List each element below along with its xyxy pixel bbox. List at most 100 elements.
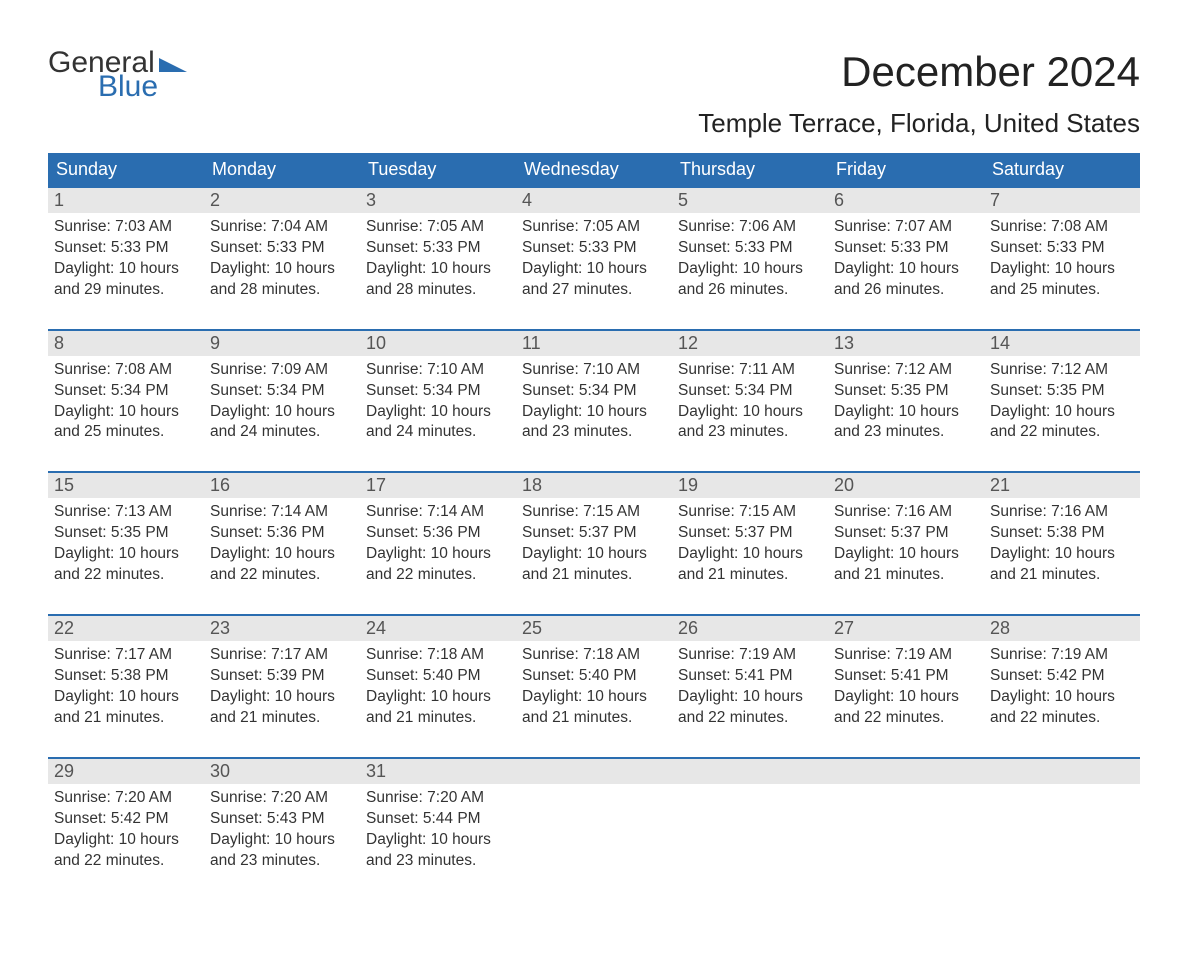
calendar-day-cell: 16 Sunrise: 7:14 AMSunset: 5:36 PMDayligh… bbox=[204, 472, 360, 615]
day-sunset: Sunset: 5:33 PM bbox=[210, 238, 354, 259]
day-sunrise: Sunrise: 7:18 AM bbox=[522, 645, 666, 666]
day-sunrise: Sunrise: 7:20 AM bbox=[210, 788, 354, 809]
day-sunset: Sunset: 5:38 PM bbox=[990, 523, 1134, 544]
day-dl1: Daylight: 10 hours bbox=[990, 544, 1134, 565]
day-details: Sunrise: 7:17 AMSunset: 5:39 PMDaylight:… bbox=[204, 641, 360, 757]
dow-header: Monday bbox=[204, 153, 360, 187]
day-dl2: and 24 minutes. bbox=[210, 422, 354, 443]
day-number: 21 bbox=[984, 473, 1140, 498]
calendar-day-cell bbox=[516, 758, 672, 900]
day-details: Sunrise: 7:12 AMSunset: 5:35 PMDaylight:… bbox=[984, 356, 1140, 472]
calendar-week-row: 1Sunrise: 7:03 AMSunset: 5:33 PMDaylight… bbox=[48, 187, 1140, 330]
day-sunset: Sunset: 5:36 PM bbox=[210, 523, 354, 544]
day-sunset: Sunset: 5:33 PM bbox=[678, 238, 822, 259]
day-dl1: Daylight: 10 hours bbox=[522, 687, 666, 708]
day-dl1: Daylight: 10 hours bbox=[210, 687, 354, 708]
day-dl2: and 23 minutes. bbox=[522, 422, 666, 443]
calendar-body: 1Sunrise: 7:03 AMSunset: 5:33 PMDaylight… bbox=[48, 187, 1140, 899]
day-number: 24 bbox=[360, 616, 516, 641]
logo: General Blue bbox=[48, 48, 187, 102]
calendar-day-cell: 19Sunrise: 7:15 AMSunset: 5:37 PMDayligh… bbox=[672, 472, 828, 615]
day-number: 30 bbox=[204, 759, 360, 784]
day-details: Sunrise: 7:08 AMSunset: 5:34 PMDaylight:… bbox=[48, 356, 204, 472]
day-number: 16 bbox=[204, 473, 360, 498]
day-details: Sunrise: 7:16 AMSunset: 5:37 PMDaylight:… bbox=[828, 498, 984, 614]
day-dl2: and 21 minutes. bbox=[678, 565, 822, 586]
day-number: 4 bbox=[516, 188, 672, 213]
day-sunrise: Sunrise: 7:16 AM bbox=[990, 502, 1134, 523]
day-dl2: and 23 minutes. bbox=[210, 851, 354, 872]
day-dl2: and 26 minutes. bbox=[678, 280, 822, 301]
day-sunset: Sunset: 5:42 PM bbox=[54, 809, 198, 830]
day-number: 6 bbox=[828, 188, 984, 213]
day-number: 9 bbox=[204, 331, 360, 356]
calendar-day-cell: 18Sunrise: 7:15 AMSunset: 5:37 PMDayligh… bbox=[516, 472, 672, 615]
day-sunrise: Sunrise: 7:15 AM bbox=[522, 502, 666, 523]
day-dl1: Daylight: 10 hours bbox=[522, 259, 666, 280]
day-number bbox=[672, 759, 828, 784]
day-sunset: Sunset: 5:33 PM bbox=[54, 238, 198, 259]
calendar-day-cell: 8Sunrise: 7:08 AMSunset: 5:34 PMDaylight… bbox=[48, 330, 204, 473]
day-number: 7 bbox=[984, 188, 1140, 213]
day-sunset: Sunset: 5:33 PM bbox=[366, 238, 510, 259]
day-sunset: Sunset: 5:35 PM bbox=[54, 523, 198, 544]
day-sunset: Sunset: 5:34 PM bbox=[366, 381, 510, 402]
day-dl1: Daylight: 10 hours bbox=[678, 544, 822, 565]
calendar-header: Sunday Monday Tuesday Wednesday Thursday… bbox=[48, 153, 1140, 187]
logo-text-blue: Blue bbox=[98, 72, 187, 102]
day-sunset: Sunset: 5:37 PM bbox=[522, 523, 666, 544]
day-sunrise: Sunrise: 7:14 AM bbox=[366, 502, 510, 523]
day-sunset: Sunset: 5:39 PM bbox=[210, 666, 354, 687]
day-sunrise: Sunrise: 7:05 AM bbox=[366, 217, 510, 238]
day-details: Sunrise: 7:14 AMSunset: 5:36 PMDaylight:… bbox=[360, 498, 516, 614]
day-sunrise: Sunrise: 7:09 AM bbox=[210, 360, 354, 381]
day-number: 8 bbox=[48, 331, 204, 356]
day-sunrise: Sunrise: 7:10 AM bbox=[522, 360, 666, 381]
calendar-day-cell: 21Sunrise: 7:16 AMSunset: 5:38 PMDayligh… bbox=[984, 472, 1140, 615]
day-dl1: Daylight: 10 hours bbox=[210, 544, 354, 565]
flag-icon bbox=[159, 54, 187, 72]
day-dl2: and 28 minutes. bbox=[366, 280, 510, 301]
day-dl2: and 28 minutes. bbox=[210, 280, 354, 301]
day-number: 22 bbox=[48, 616, 204, 641]
day-details: Sunrise: 7:18 AMSunset: 5:40 PMDaylight:… bbox=[516, 641, 672, 757]
day-sunset: Sunset: 5:42 PM bbox=[990, 666, 1134, 687]
day-details: Sunrise: 7:07 AMSunset: 5:33 PMDaylight:… bbox=[828, 213, 984, 329]
day-sunset: Sunset: 5:40 PM bbox=[366, 666, 510, 687]
day-sunrise: Sunrise: 7:20 AM bbox=[54, 788, 198, 809]
day-details: Sunrise: 7:20 AMSunset: 5:43 PMDaylight:… bbox=[204, 784, 360, 900]
calendar-day-cell: 22Sunrise: 7:17 AMSunset: 5:38 PMDayligh… bbox=[48, 615, 204, 758]
day-details: Sunrise: 7:15 AMSunset: 5:37 PMDaylight:… bbox=[516, 498, 672, 614]
day-dl1: Daylight: 10 hours bbox=[990, 402, 1134, 423]
day-details bbox=[672, 784, 828, 864]
day-details: Sunrise: 7:20 AMSunset: 5:42 PMDaylight:… bbox=[48, 784, 204, 900]
day-number: 23 bbox=[204, 616, 360, 641]
day-sunset: Sunset: 5:36 PM bbox=[366, 523, 510, 544]
dow-header: Saturday bbox=[984, 153, 1140, 187]
day-dl2: and 21 minutes. bbox=[522, 565, 666, 586]
day-dl2: and 22 minutes. bbox=[210, 565, 354, 586]
day-number bbox=[828, 759, 984, 784]
day-details: Sunrise: 7:15 AMSunset: 5:37 PMDaylight:… bbox=[672, 498, 828, 614]
calendar-day-cell: 31Sunrise: 7:20 AMSunset: 5:44 PMDayligh… bbox=[360, 758, 516, 900]
day-details: Sunrise: 7:17 AMSunset: 5:38 PMDaylight:… bbox=[48, 641, 204, 757]
calendar-day-cell: 15Sunrise: 7:13 AMSunset: 5:35 PMDayligh… bbox=[48, 472, 204, 615]
calendar-day-cell: 25Sunrise: 7:18 AMSunset: 5:40 PMDayligh… bbox=[516, 615, 672, 758]
day-sunrise: Sunrise: 7:20 AM bbox=[366, 788, 510, 809]
day-sunset: Sunset: 5:41 PM bbox=[678, 666, 822, 687]
day-dl1: Daylight: 10 hours bbox=[678, 687, 822, 708]
day-dl2: and 22 minutes. bbox=[678, 708, 822, 729]
day-dl1: Daylight: 10 hours bbox=[210, 259, 354, 280]
day-sunrise: Sunrise: 7:06 AM bbox=[678, 217, 822, 238]
day-number: 20 bbox=[828, 473, 984, 498]
day-dl2: and 22 minutes. bbox=[834, 708, 978, 729]
day-sunrise: Sunrise: 7:14 AM bbox=[210, 502, 354, 523]
day-dl1: Daylight: 10 hours bbox=[366, 830, 510, 851]
calendar-table: Sunday Monday Tuesday Wednesday Thursday… bbox=[48, 153, 1140, 899]
day-details: Sunrise: 7:16 AMSunset: 5:38 PMDaylight:… bbox=[984, 498, 1140, 614]
day-details bbox=[828, 784, 984, 864]
day-number: 2 bbox=[204, 188, 360, 213]
day-number: 11 bbox=[516, 331, 672, 356]
day-dl1: Daylight: 10 hours bbox=[522, 402, 666, 423]
dow-header: Thursday bbox=[672, 153, 828, 187]
